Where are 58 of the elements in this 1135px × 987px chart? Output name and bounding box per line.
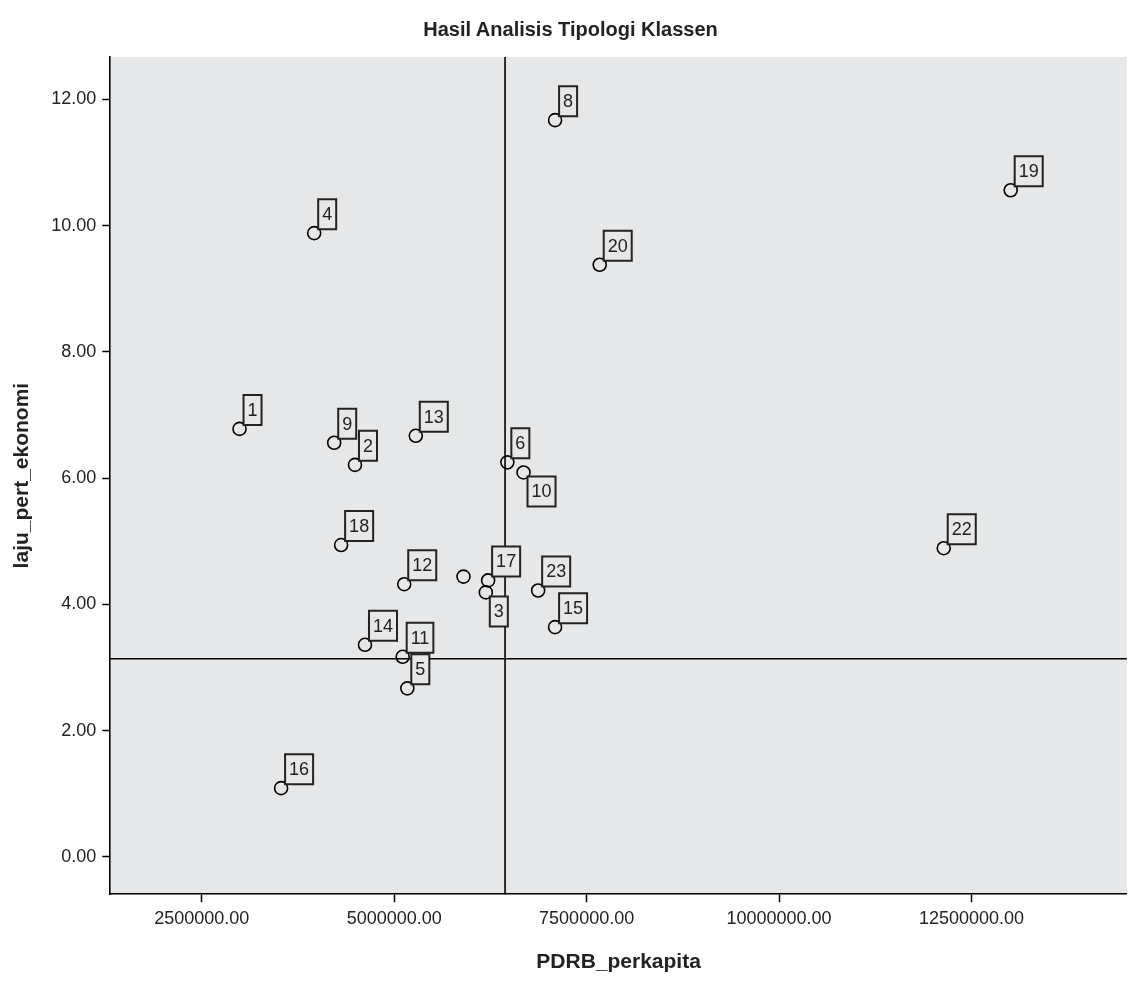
point (480, 573, 496, 588)
y-axis-title: laju_pert_ekonomi (9, 382, 33, 569)
point (547, 112, 563, 128)
point (232, 421, 247, 437)
point (1003, 182, 1018, 198)
point (347, 457, 363, 473)
y-tick-label: 0.00 (61, 845, 97, 866)
point (273, 780, 289, 796)
annotation: 4 (322, 204, 333, 225)
x-tick-label: 10000000.00 (726, 907, 832, 928)
point (306, 225, 322, 241)
point (500, 455, 515, 470)
annotation: 20 (607, 235, 628, 256)
annotation: 9 (342, 413, 353, 434)
point (408, 428, 424, 444)
point (395, 649, 410, 665)
annotation: 18 (349, 516, 370, 537)
annotation: 5 (415, 659, 426, 680)
annotation: 8 (563, 91, 574, 112)
annotation: 6 (515, 433, 526, 454)
y-tick-label: 6.00 (61, 467, 97, 488)
y-tick-label: 8.00 (61, 340, 97, 361)
annotation: 17 (496, 551, 517, 572)
point (530, 583, 546, 598)
annotation: 3 (493, 601, 504, 622)
y-tick-label: 12.00 (51, 88, 97, 109)
annotation: 10 (531, 481, 552, 502)
point (592, 257, 608, 273)
x-tick-label: 2500000.00 (154, 907, 250, 928)
x-tick-label: 5000000.00 (346, 907, 442, 928)
y-tick-label: 4.00 (61, 593, 97, 614)
annotation: 12 (412, 555, 433, 576)
y-tick-label: 2.00 (61, 719, 97, 740)
x-tick-label: 12500000.00 (918, 907, 1024, 928)
annotation: 15 (563, 598, 584, 619)
point (333, 537, 349, 553)
point (478, 585, 494, 600)
annotation: 19 (1018, 161, 1039, 182)
annotation: 2 (362, 435, 373, 456)
point (357, 637, 373, 653)
chart-title: Hasil Analisis Tipologi Klassen (423, 17, 718, 40)
annotation: 11 (410, 627, 430, 648)
point (516, 465, 531, 480)
x-axis-title: PDRB_perkapita (536, 949, 702, 973)
point (400, 681, 415, 696)
point (456, 569, 471, 584)
x-tick-label: 7500000.00 (539, 907, 635, 928)
point (547, 619, 563, 635)
point (936, 540, 952, 556)
point (396, 576, 412, 592)
annotation: 1 (247, 399, 258, 420)
annotation: 22 (951, 519, 972, 540)
annotation: 23 (546, 561, 567, 582)
annotation: 16 (289, 759, 310, 780)
point (326, 435, 342, 451)
annotation: 14 (372, 615, 394, 636)
y-tick-label: 10.00 (51, 214, 97, 235)
annotation: 13 (423, 406, 444, 427)
